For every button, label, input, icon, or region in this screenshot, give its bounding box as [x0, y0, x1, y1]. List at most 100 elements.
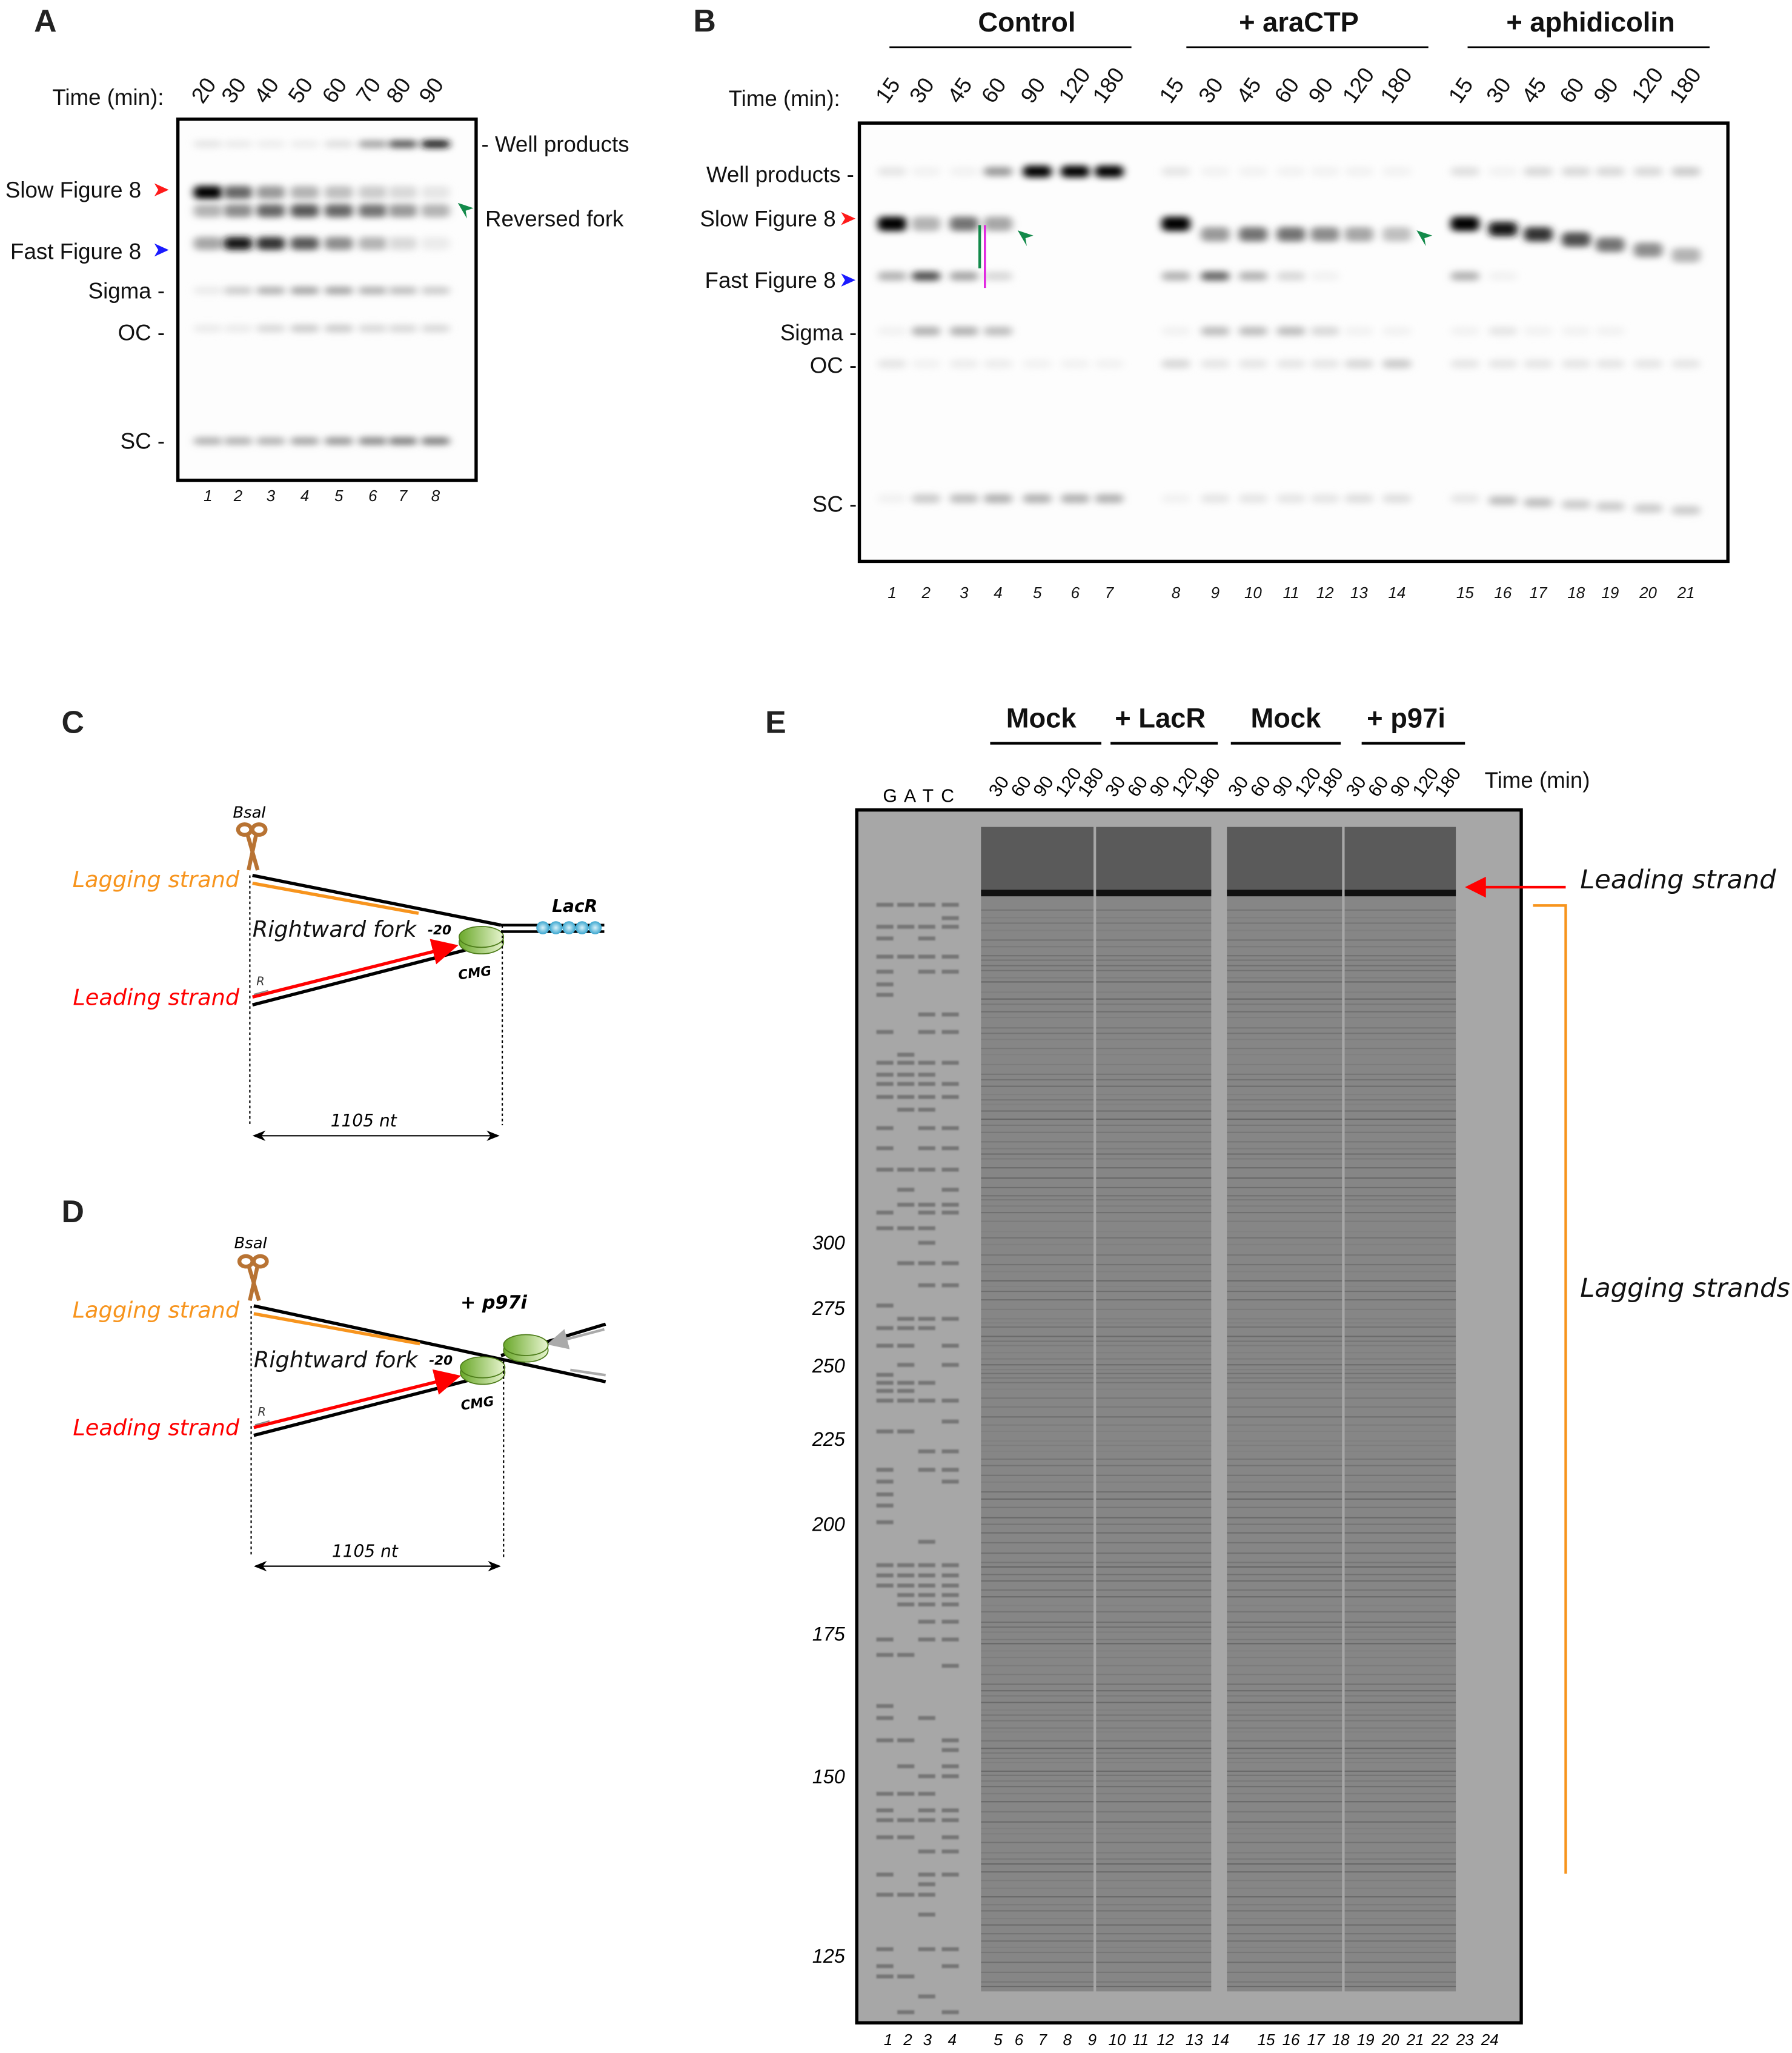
- band-lagging: [981, 1643, 1094, 1645]
- band-lagging: [981, 1336, 1094, 1337]
- band-lagging: [1344, 1118, 1456, 1120]
- band-lagging: [1344, 1981, 1456, 1983]
- band-lagging: [1227, 1657, 1342, 1659]
- band-lagging: [1344, 1110, 1456, 1112]
- band-lagging: [1344, 930, 1456, 931]
- band-lagging: [1344, 1731, 1456, 1733]
- lane-number: 1: [888, 585, 896, 602]
- band-sequencing: [941, 1808, 959, 1812]
- band-sc: [1488, 496, 1518, 505]
- band-sc: [1524, 497, 1553, 507]
- band-lagging: [1227, 1285, 1342, 1288]
- band-lagging: [1096, 1727, 1212, 1729]
- band-well: [1671, 167, 1701, 176]
- band-lagging: [1096, 1382, 1212, 1383]
- label-slow-figure8: Slow Figure 8: [700, 207, 835, 231]
- cmg-label: CMG: [460, 1394, 495, 1413]
- band-lagging: [981, 955, 1094, 957]
- band-lagging: [1096, 946, 1212, 948]
- band-reversed: [421, 204, 450, 218]
- band-lagging: [1096, 1626, 1212, 1628]
- band-lagging: [1096, 1650, 1212, 1652]
- band-well: [1596, 167, 1625, 176]
- band-sc: [421, 437, 450, 445]
- band-sequencing: [897, 1060, 915, 1065]
- time-tick: 60: [317, 73, 352, 108]
- band-fast: [1488, 271, 1518, 281]
- band-lagging: [981, 1318, 1094, 1320]
- lane-number: 7: [399, 488, 408, 505]
- band-sequencing: [876, 1326, 894, 1330]
- position-label: -20: [428, 923, 451, 938]
- band-sequencing: [941, 1774, 959, 1778]
- band-lagging: [981, 1566, 1094, 1568]
- band-oc: [983, 359, 1013, 368]
- band-sequencing: [918, 1540, 935, 1544]
- band-lagging: [1227, 1605, 1342, 1606]
- band-lagging: [1344, 1702, 1456, 1703]
- band-lagging: [981, 1491, 1094, 1493]
- time-tick: 90: [1588, 73, 1623, 108]
- band-lagging: [981, 1271, 1094, 1273]
- band-sequencing: [876, 1818, 894, 1822]
- band-lagging: [1344, 1811, 1456, 1813]
- band-lagging: [981, 1079, 1094, 1080]
- band-lagging: [981, 1094, 1094, 1096]
- band-lagging: [981, 930, 1094, 931]
- lane-number: 1: [204, 488, 212, 505]
- group-lacr: + LacR: [1115, 703, 1206, 734]
- band-lagging: [1096, 1852, 1212, 1854]
- band-sequencing: [876, 1468, 894, 1472]
- band-sc: [1633, 504, 1663, 513]
- band-lagging: [1344, 1657, 1456, 1659]
- band-sequencing: [918, 902, 935, 907]
- band-lagging: [1227, 1430, 1342, 1432]
- band-lagging: [1344, 1690, 1456, 1692]
- band-lagging: [981, 1377, 1094, 1379]
- band-lagging: [1227, 1770, 1342, 1772]
- leading-strand-label: Leading strand: [73, 1415, 239, 1441]
- band-lagging: [1096, 1971, 1212, 1973]
- band-lagging: [1227, 1542, 1342, 1544]
- band-sequencing: [918, 1380, 935, 1385]
- panel-a-label: A: [34, 3, 56, 38]
- band-lagging: [1227, 1079, 1342, 1080]
- band-sequencing: [876, 1947, 894, 1951]
- band-lagging: [1344, 955, 1456, 957]
- band-lagging: [1227, 1048, 1342, 1050]
- band-lagging: [1227, 1377, 1342, 1379]
- band-lagging: [1344, 1308, 1456, 1311]
- lane-number: 4: [300, 488, 309, 505]
- band-sc: [388, 437, 417, 445]
- band-lagging: [1344, 1896, 1456, 1898]
- lane-number: 3: [267, 488, 276, 505]
- band-lagging: [1096, 1639, 1212, 1640]
- band-fast: [1161, 271, 1190, 281]
- band-lagging: [1227, 1665, 1342, 1666]
- band-lagging: [981, 1517, 1094, 1519]
- band-lagging: [1227, 1780, 1342, 1782]
- panel-b: B Control + araCTP + aphidicolin Time (m…: [693, 3, 1730, 602]
- band-lagging: [1344, 1048, 1456, 1050]
- band-lagging: [981, 1702, 1094, 1703]
- band-lagging: [1096, 1099, 1212, 1101]
- band-sequencing: [941, 1602, 959, 1606]
- lane-number: 20: [1639, 585, 1657, 602]
- fork-label: Rightward fork: [254, 1346, 419, 1373]
- group-aphidicolin: + aphidicolin: [1506, 7, 1674, 38]
- band-lagging: [1344, 1364, 1456, 1366]
- band-sequencing: [918, 1073, 935, 1077]
- band-lagging: [1227, 1237, 1342, 1239]
- band-lagging: [981, 1665, 1094, 1666]
- band-slow: [1671, 248, 1701, 263]
- band-lagging: [1227, 998, 1342, 1000]
- band-lagging: [1096, 1364, 1212, 1366]
- band-lagging: [1096, 1665, 1212, 1666]
- lane-number: 7: [1038, 2032, 1048, 2049]
- band-lagging: [981, 1118, 1094, 1120]
- band-lagging: [1344, 1605, 1456, 1606]
- band-lagging: [1227, 1506, 1342, 1508]
- lagging-bracket: [1533, 904, 1567, 1874]
- band-lagging: [1344, 1440, 1456, 1442]
